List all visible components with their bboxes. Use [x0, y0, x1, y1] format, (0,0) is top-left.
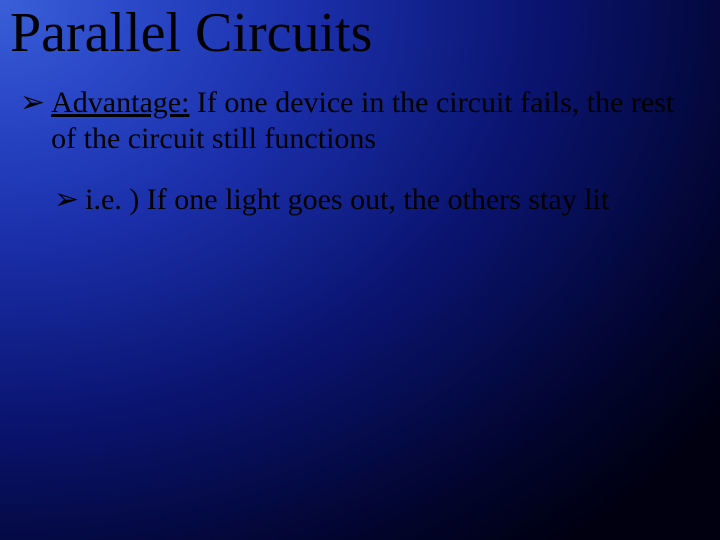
bullet-label-underlined: Advantage:: [51, 86, 189, 119]
bullet-text: Advantage: If one device in the circuit …: [51, 85, 700, 158]
bullet-text: i.e. ) If one light goes out, the others…: [85, 182, 700, 219]
slide-title: Parallel Circuits: [0, 0, 720, 63]
bullet-item-2: ➢ i.e. ) If one light goes out, the othe…: [54, 182, 700, 219]
bullet-item-1: ➢ Advantage: If one device in the circui…: [20, 85, 700, 158]
slide-container: Parallel Circuits ➢ Advantage: If one de…: [0, 0, 720, 540]
bullet-marker-icon: ➢: [54, 182, 79, 219]
bullet-marker-icon: ➢: [20, 85, 45, 122]
slide-body: ➢ Advantage: If one device in the circui…: [0, 63, 720, 219]
